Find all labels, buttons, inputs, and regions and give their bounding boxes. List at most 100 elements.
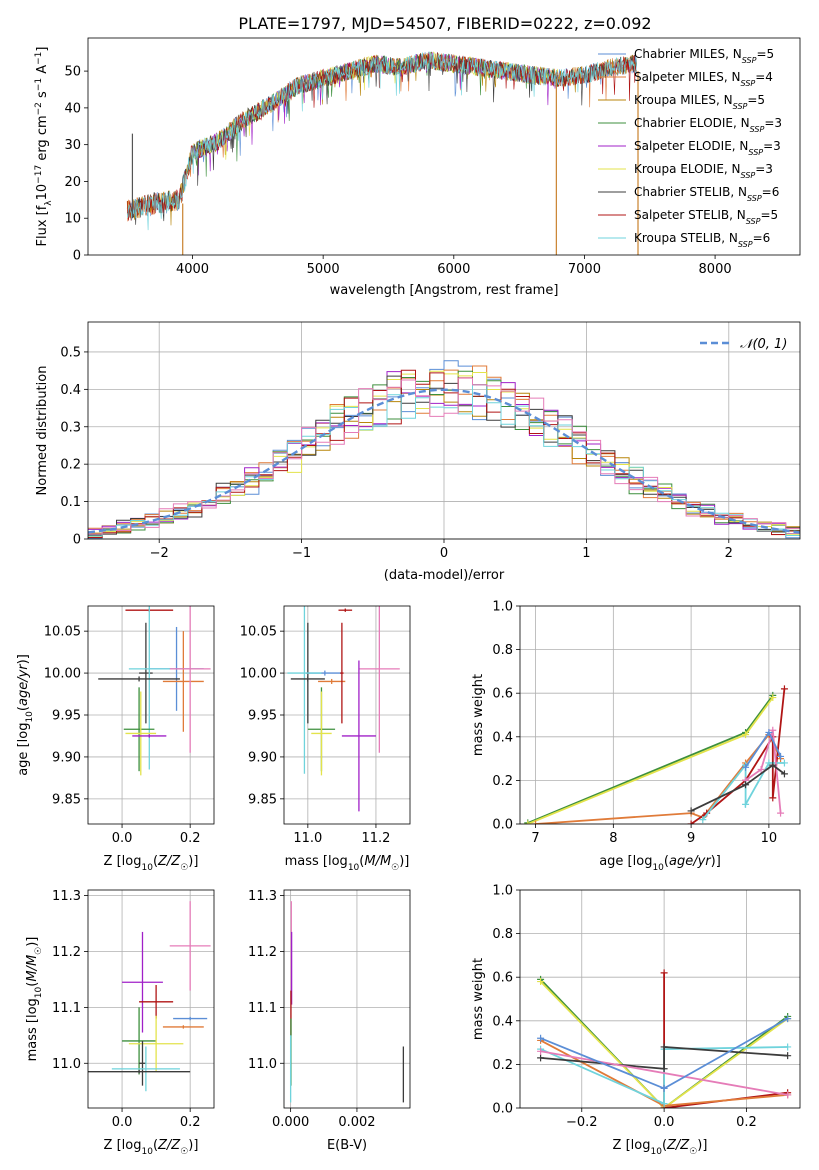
weight-marker [687,807,695,815]
x-tick-label: 0.0 [654,1115,675,1130]
legend-label: Salpeter MILES, NSSP=4 [634,70,773,88]
weight-marker [660,1100,668,1108]
y-tick-label: 10.00 [44,667,81,682]
x-tick-label: 1 [582,546,590,561]
x-tick-label: 7000 [568,262,601,277]
y-tick-label: 0.4 [492,730,513,745]
weight-series-line [690,688,786,824]
y-tick-label: 0.3 [60,420,81,435]
x-tick-label: 5000 [307,262,340,277]
axes-mass_weight_vs_Z: −0.2 0.0 0.2 0.0 0.2 0.4 0.6 0.8 1.0 mass weight Z… [471,884,801,1157]
axes-age_vs_mass: 11.0 11.2 9.85 9.90 9.95 10.00 10.05 mass [log1… [240,605,411,873]
y-tick-label: 0.8 [492,927,513,942]
y-tick-label: 0.0 [492,1102,513,1117]
weight-series-line [540,1046,788,1105]
y-tick-label: 11.2 [52,945,81,960]
y-tick-label: 9.85 [52,792,81,807]
x-tick-label: 8000 [699,262,732,277]
weight-series-line [745,730,782,814]
plot-area-mass_weight_vs_age [524,685,788,824]
y-tick-label: 11.0 [52,1057,81,1072]
weight-marker [784,1052,792,1060]
plot-area-age_vs_mass [287,606,400,812]
x-tick-label: 0.2 [180,831,201,846]
x-axis-label: (data-model)/error [384,568,505,583]
weight-marker [769,761,777,769]
x-tick-label: 0.0 [112,1115,133,1130]
y-tick-label: 10.05 [240,625,277,640]
plot-area-residuals [88,360,800,539]
x-tick-label: 6000 [437,262,470,277]
x-axis-label: age [log10(age/yr)] [599,854,721,873]
x-tick-label: 4000 [176,262,209,277]
weight-marker [765,759,773,767]
y-axis-label: Normed distribution [35,366,50,496]
weight-marker [687,820,695,824]
x-tick-label: 0.000 [272,1115,309,1130]
weight-marker [742,763,750,771]
x-tick-label: −2 [150,546,169,561]
y-tick-label: 9.90 [248,750,277,765]
y-tick-label: 0.2 [492,1058,513,1073]
weight-marker [780,685,788,693]
axes-frame [87,37,801,256]
axes-frame [283,889,411,1109]
y-tick-label: 9.90 [52,750,81,765]
y-tick-label: 0.0 [492,818,513,833]
weight-marker [524,820,532,824]
y-tick-label: 10.00 [240,667,277,682]
x-tick-label: 0.2 [736,1115,757,1130]
y-tick-label: 30 [64,138,81,153]
y-tick-label: 9.95 [248,709,277,724]
y-tick-label: 10.05 [44,625,81,640]
x-tick-label: 8 [609,831,617,846]
weight-series-line [535,732,782,824]
y-tick-label: 0.5 [60,345,81,360]
y-tick-label: 0.2 [492,774,513,789]
y-tick-label: 0 [73,533,81,548]
legend-label: 𝒩(0, 1) [740,337,787,352]
x-axis-label: mass [log10(M/M☉)] [285,854,410,873]
axes-mass_vs_ebv: 0.000 0.002 11.0 11.1 11.2 11.3 E(B-V) [248,889,411,1153]
histogram-step [88,371,800,535]
y-tick-label: 1.0 [492,600,513,615]
legend-label: Salpeter STELIB, NSSP=5 [634,208,778,226]
legend-label: Kroupa ELODIE, NSSP=3 [634,162,773,180]
x-tick-label: 2 [725,546,733,561]
figure-title: PLATE=1797, MJD=54507, FIBERID=0222, z=0… [238,14,651,33]
y-tick-label: 11.0 [248,1057,277,1072]
y-axis-label: Flux [fλ10−17 erg cm−2 s−1 A−1] [34,47,54,247]
weight-marker [660,1065,668,1073]
legend-label: Kroupa STELIB, NSSP=6 [634,231,770,249]
weight-marker [780,770,788,778]
axes-frame [519,605,801,825]
x-tick-label: 9 [687,831,695,846]
axes-frame [87,605,215,825]
x-tick-label: 0.0 [112,831,133,846]
y-tick-label: 11.1 [52,1001,81,1016]
axes-frame [519,889,801,1109]
weight-marker [784,1043,792,1051]
axes-frame [283,605,411,825]
plot-area-age_vs_Z [98,606,211,776]
weight-marker [780,759,788,767]
weight-marker [537,1047,545,1055]
weight-series-line [540,1050,788,1096]
legend-label: Kroupa MILES, NSSP=5 [634,93,765,111]
y-tick-label: 20 [64,175,81,190]
y-tick-label: 0.8 [492,643,513,658]
weight-marker [699,816,707,824]
x-tick-label: 11.2 [361,831,390,846]
weight-series-line [663,972,788,1108]
plot-area-mass_vs_ebv [289,901,405,1103]
x-tick-label: 0 [440,546,448,561]
y-tick-label: 11.3 [248,889,277,904]
plot-area-mass_vs_Z [88,901,211,1092]
x-tick-label: 0.002 [338,1115,375,1130]
weight-marker [765,728,773,736]
y-tick-label: 0.6 [492,971,513,986]
weight-marker [777,752,785,760]
y-tick-label: 10 [64,212,81,227]
y-tick-label: 9.95 [52,709,81,724]
